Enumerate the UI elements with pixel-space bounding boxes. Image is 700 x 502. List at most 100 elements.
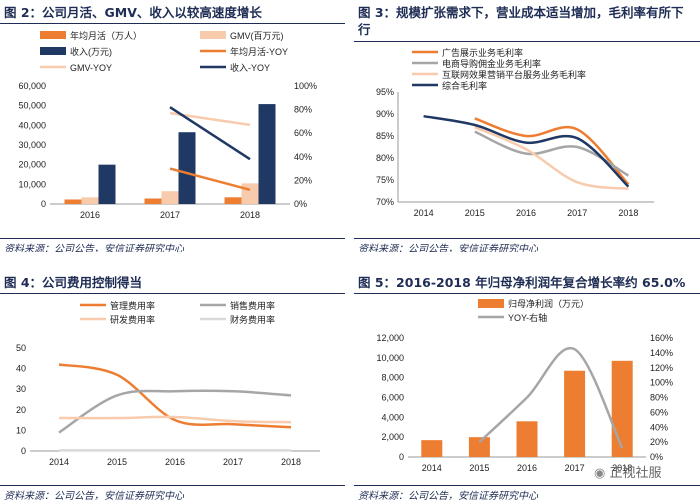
bar xyxy=(178,132,196,204)
source-divider xyxy=(354,485,700,486)
series-line xyxy=(474,126,629,191)
series-line xyxy=(423,114,630,188)
y-tick-label: 90% xyxy=(376,109,394,119)
chart-panel-gross-margin: 图 3：规模扩张需求下，营业成本适当增加，毛利率有所下行 广告展示业务毛利率 电商… xyxy=(354,0,700,252)
y2-tick-label: 120% xyxy=(650,363,673,373)
x-tick-label: 2018 xyxy=(612,463,632,473)
y-tick-label: 75% xyxy=(376,175,394,185)
title-divider xyxy=(0,293,345,294)
net-profit-chart: 归母净利润（万元） YOY-右轴 0 2,000 4,000 6,000 8,000 10,0… xyxy=(376,298,673,473)
y2-tick-label: 80% xyxy=(294,105,312,115)
bar xyxy=(258,104,276,204)
legend-swatch xyxy=(40,47,66,55)
y-tick-label: 80% xyxy=(376,153,394,163)
legend-label: 年均月活（万人） xyxy=(70,30,142,41)
chart-title: 图 2：公司月活、GMV、收入以较高速度增长 xyxy=(4,5,262,20)
x-tick-label: 2016 xyxy=(516,208,536,218)
y2-tick-label: 40% xyxy=(650,422,668,432)
y2-tick-label: 100% xyxy=(650,378,673,388)
title-divider xyxy=(354,293,700,294)
bar xyxy=(241,183,259,204)
y-tick-label: 4,000 xyxy=(381,412,404,422)
revenue-growth-chart: 年均月活（万人） GMV(百万元) 收入(万元) 年均月活-YOY GMV-YOY 收入-… xyxy=(18,30,317,220)
series-line xyxy=(58,363,292,429)
watermark-text: 正视社服 xyxy=(609,466,662,481)
y2-tick-label: 20% xyxy=(294,175,312,185)
chart-source: 资料来源：公司公告，安信证券研究中心 xyxy=(358,244,538,252)
source-divider xyxy=(0,485,345,486)
chart-title: 图 4：公司费用控制得当 xyxy=(4,275,143,290)
watermark: ◉ 正视社服 xyxy=(594,462,662,481)
x-tick-label: 2016 xyxy=(517,463,537,473)
bar xyxy=(611,360,633,457)
series-line xyxy=(58,415,292,424)
chart-panel-revenue-growth: 图 2：公司月活、GMV、收入以较高速度增长 年均月活（万人） GMV(百万元) 收… xyxy=(0,0,345,252)
chart-title: 图 3：规模扩张需求下，营业成本适当增加，毛利率有所下行 xyxy=(358,5,684,37)
x-tick-label: 2017 xyxy=(565,463,585,473)
legend-label: 广告展示业务毛利率 xyxy=(442,47,523,58)
y-tick-label: 12,000 xyxy=(376,333,404,343)
y-tick-label: 40 xyxy=(16,364,26,374)
x-tick-label: 2017 xyxy=(567,208,587,218)
x-tick-label: 2015 xyxy=(469,463,489,473)
y-tick-label: 85% xyxy=(376,131,394,141)
y-tick-label: 10 xyxy=(16,425,26,435)
chart-panel-net-profit: 图 5：2016-2018 年归母净利润年复合增长率约 65.0% 归母净利润（… xyxy=(354,270,700,502)
y-tick-label: 95% xyxy=(376,87,394,97)
title-divider xyxy=(354,41,700,42)
legend-label: 归母净利润（万元） xyxy=(508,298,589,309)
y2-tick-label: 0% xyxy=(294,199,307,209)
x-tick-label: 2014 xyxy=(49,457,69,467)
y-tick-label: 40,000 xyxy=(18,120,46,130)
y-tick-label: 0 xyxy=(21,446,26,456)
x-tick-label: 2015 xyxy=(107,457,127,467)
bar xyxy=(161,191,179,204)
legend-label: 电商导购佣金业务毛利率 xyxy=(442,58,541,69)
bar xyxy=(421,440,443,457)
legend-label: 综合毛利率 xyxy=(442,80,487,91)
x-tick-label: 2018 xyxy=(281,457,301,467)
series-line xyxy=(474,117,630,186)
bar xyxy=(516,421,538,457)
bar xyxy=(98,164,116,204)
legend-label: 管理费用率 xyxy=(110,300,155,311)
chart-panel-expense-ratio: 图 4：公司费用控制得当 管理费用率 销售费用率 研发费用率 财务费用率 0 10 20 30… xyxy=(0,270,345,502)
legend-swatch xyxy=(40,31,66,39)
y-tick-label: 0 xyxy=(41,199,46,209)
legend-swatch xyxy=(200,31,226,39)
legend-label: 研发费用率 xyxy=(110,314,155,325)
y-tick-label: 8,000 xyxy=(381,373,404,383)
y-tick-label: 50 xyxy=(16,343,26,353)
chart-title: 图 5：2016-2018 年归母净利润年复合增长率约 65.0% xyxy=(358,275,686,290)
series-line xyxy=(58,389,292,434)
y-tick-label: 30 xyxy=(16,384,26,394)
series-line xyxy=(478,346,624,449)
legend-label: 年均月活-YOY xyxy=(230,46,288,57)
x-tick-label: 2017 xyxy=(160,210,180,220)
y2-tick-label: 60% xyxy=(650,407,668,417)
bar xyxy=(468,437,490,457)
legend-label: GMV-YOY xyxy=(70,63,112,73)
title-divider xyxy=(0,23,345,24)
y2-tick-label: 20% xyxy=(650,437,668,447)
x-tick-label: 2016 xyxy=(165,457,185,467)
chart-source: 资料来源：公司公告，安信证券研究中心 xyxy=(358,491,538,502)
y2-tick-label: 160% xyxy=(650,333,673,343)
y-tick-label: 6,000 xyxy=(381,393,404,403)
source-divider xyxy=(0,238,345,239)
y2-tick-label: 60% xyxy=(294,128,312,138)
y-tick-label: 70% xyxy=(376,197,394,207)
legend-label: 收入-YOY xyxy=(230,62,270,73)
x-tick-label: 2018 xyxy=(240,210,260,220)
y-tick-label: 60,000 xyxy=(18,81,46,91)
y2-tick-label: 100% xyxy=(294,81,317,91)
legend-label: 销售费用率 xyxy=(230,300,275,311)
legend-swatch xyxy=(478,299,504,308)
legend-label: GMV(百万元) xyxy=(230,31,284,41)
x-tick-label: 2018 xyxy=(618,208,638,218)
chart-source: 资料来源：公司公告，安信证券研究中心 xyxy=(4,491,184,502)
y-tick-label: 20 xyxy=(16,405,26,415)
y2-tick-label: 40% xyxy=(294,152,312,162)
legend-label: 互联网效果营销平台服务业务毛利率 xyxy=(442,69,586,80)
